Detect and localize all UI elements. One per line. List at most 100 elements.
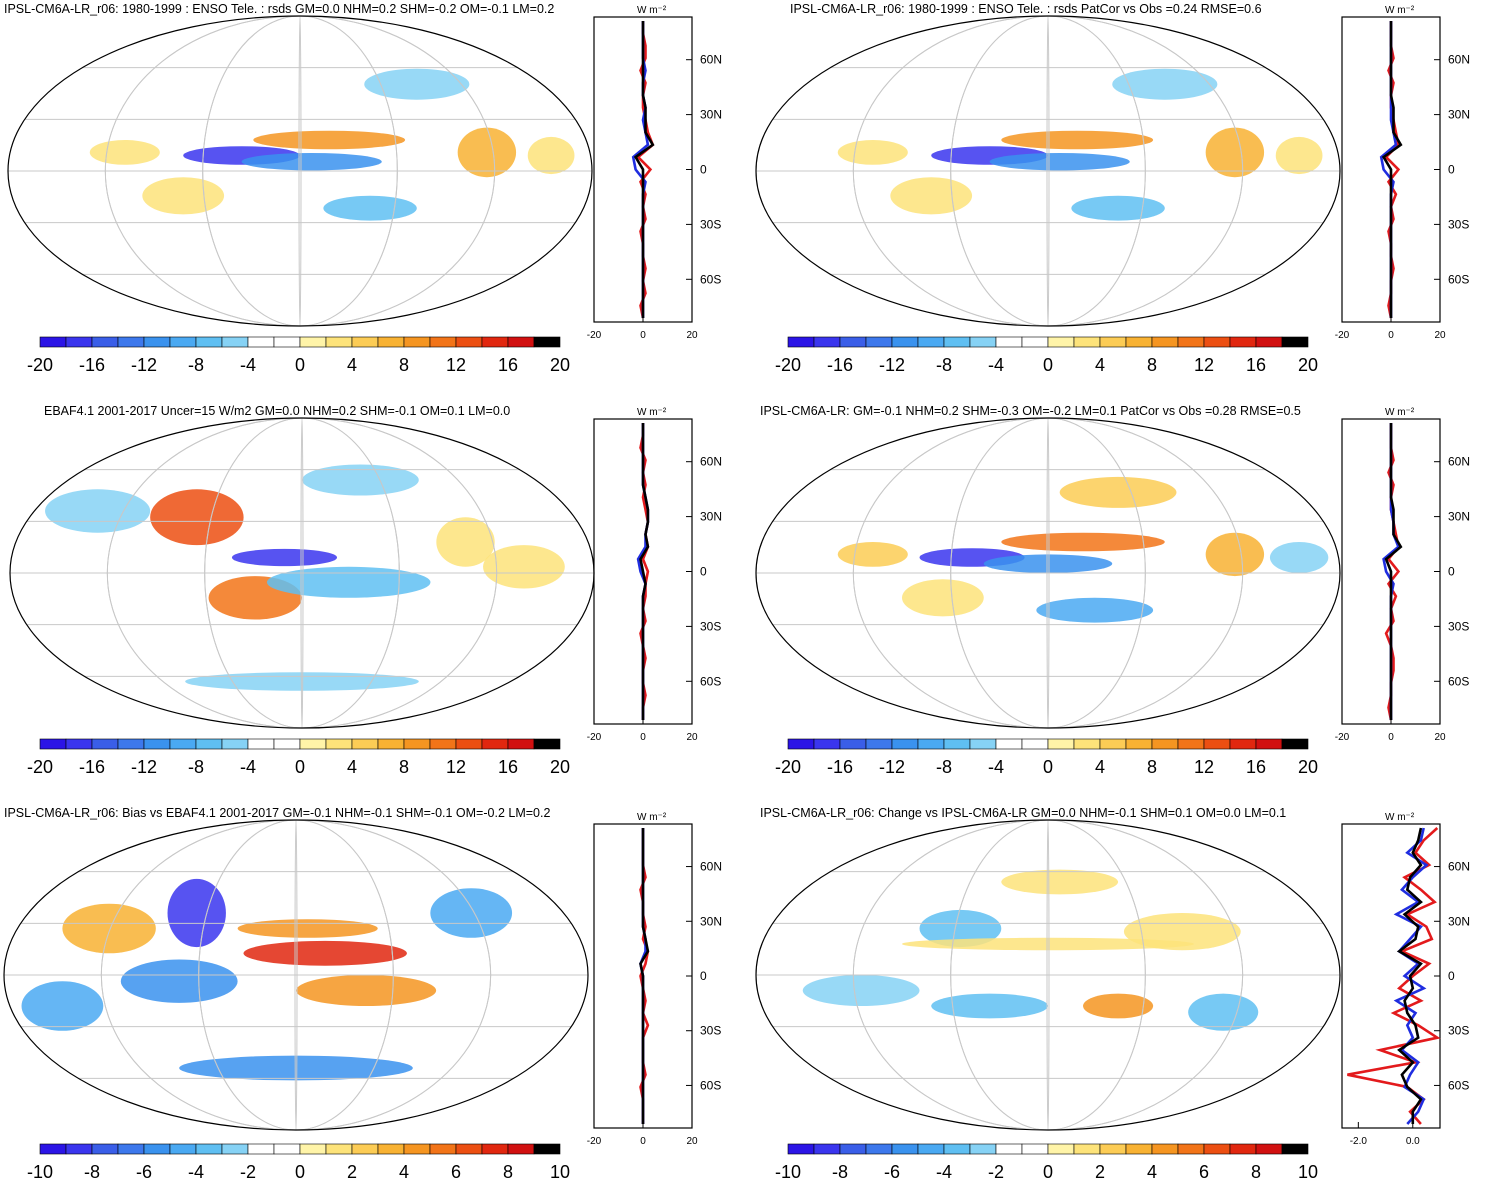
anomaly-region bbox=[483, 545, 565, 589]
lat-tick-label: 30N bbox=[1448, 914, 1470, 928]
anomaly-region bbox=[1001, 532, 1165, 552]
map-outline bbox=[755, 15, 1341, 327]
anomaly-region bbox=[1083, 993, 1154, 1019]
colorbar-box bbox=[1203, 1143, 1231, 1155]
colorbar-label: -8 bbox=[936, 355, 952, 375]
colorbar-box bbox=[1151, 738, 1179, 750]
colorbar-box bbox=[39, 1143, 67, 1155]
lat-tick-label: 60S bbox=[700, 674, 721, 688]
colorbar-label: 20 bbox=[550, 355, 570, 375]
lat-tick-label: 60S bbox=[1448, 674, 1469, 688]
colorbar-label: -4 bbox=[988, 355, 1004, 375]
meridian-line bbox=[198, 820, 394, 1130]
anomaly-region bbox=[890, 177, 973, 215]
colorbar-label: 6 bbox=[1199, 1162, 1209, 1182]
colorbar-label: -16 bbox=[827, 355, 853, 375]
lat-tick-label: 60S bbox=[1448, 1078, 1469, 1092]
map-field bbox=[4, 820, 588, 1130]
anomaly-region bbox=[837, 542, 908, 567]
anomaly-region bbox=[527, 136, 575, 175]
meridian-line bbox=[298, 16, 302, 326]
colorbar-label: 2 bbox=[347, 1162, 357, 1182]
zonal-series-ref bbox=[1396, 827, 1423, 1124]
colorbar-box bbox=[943, 738, 971, 750]
zonal-x-tick-label: -20 bbox=[1335, 732, 1350, 743]
colorbar-box bbox=[969, 738, 997, 750]
anomaly-region bbox=[989, 153, 1130, 171]
anomaly-region bbox=[253, 130, 406, 150]
colorbar-box bbox=[1073, 738, 1101, 750]
colorbar-label: -2 bbox=[240, 1162, 256, 1182]
zonal-series-obs bbox=[1384, 423, 1401, 721]
anomaly-region bbox=[1123, 913, 1241, 951]
panel-title: IPSL-CM6A-LR_r06: 1980-1999 : ENSO Tele.… bbox=[790, 2, 1262, 16]
colorbar-box bbox=[1255, 1143, 1283, 1155]
zonal-x-tick-label: -20 bbox=[587, 1136, 602, 1147]
colorbar-box bbox=[351, 1143, 379, 1155]
colorbar-box bbox=[1203, 336, 1231, 348]
colorbar-box bbox=[865, 336, 893, 348]
colorbar-box bbox=[455, 738, 483, 750]
colorbar-box bbox=[65, 738, 93, 750]
colorbar-label: 8 bbox=[1147, 355, 1157, 375]
colorbar-box bbox=[221, 1143, 249, 1155]
colorbar-box bbox=[429, 738, 457, 750]
lat-tick-label: 0 bbox=[1448, 969, 1455, 983]
anomaly-region bbox=[243, 940, 407, 966]
colorbar-box bbox=[273, 1143, 301, 1155]
colorbar-label: 2 bbox=[1095, 1162, 1105, 1182]
colorbar-label: -12 bbox=[879, 757, 905, 777]
colorbar-label: 4 bbox=[399, 1162, 409, 1182]
colorbar-box bbox=[1099, 1143, 1127, 1155]
colorbar-label: -4 bbox=[988, 757, 1004, 777]
zonal-series-model bbox=[1393, 827, 1429, 1125]
lat-tick-label: 30S bbox=[1448, 619, 1469, 633]
colorbar-box bbox=[1281, 738, 1309, 750]
map-field bbox=[756, 418, 1340, 728]
anomaly-region bbox=[837, 140, 908, 165]
panel-svg: W m⁻² 60N 30N 0 30S 60S -20 0 20 -20 -16 -12 -8 -4 0 4 8… bbox=[7, 5, 722, 375]
zonal-x-tick-label: 0 bbox=[640, 732, 646, 743]
colorbar-label: -6 bbox=[136, 1162, 152, 1182]
colorbar-label: -4 bbox=[188, 1162, 204, 1182]
zonal-series-obs bbox=[1384, 21, 1401, 319]
colorbar-box bbox=[195, 1143, 223, 1155]
colorbar-label: 0 bbox=[295, 355, 305, 375]
zonal-series-obs bbox=[1347, 827, 1441, 1125]
colorbar-box bbox=[917, 738, 945, 750]
anomaly-region bbox=[179, 1055, 413, 1081]
lat-tick-label: 30S bbox=[700, 1024, 721, 1038]
meridian-line bbox=[294, 820, 298, 1130]
colorbar-box bbox=[1021, 336, 1049, 348]
meridian-line bbox=[1046, 418, 1050, 728]
lat-tick-label: 60S bbox=[700, 1078, 721, 1092]
colorbar-box bbox=[117, 336, 145, 348]
anomaly-region bbox=[983, 554, 1113, 573]
anomaly-region bbox=[931, 993, 1048, 1019]
colorbar-box bbox=[1047, 1143, 1075, 1155]
colorbar-box bbox=[1125, 1143, 1153, 1155]
colorbar-box bbox=[169, 1143, 197, 1155]
colorbar-label: 8 bbox=[503, 1162, 513, 1182]
colorbar-label: 10 bbox=[550, 1162, 570, 1182]
colorbar-box bbox=[403, 738, 431, 750]
colorbar-box bbox=[429, 1143, 457, 1155]
colorbar-box bbox=[533, 336, 561, 348]
zonal-x-tick-label: 0 bbox=[640, 330, 646, 341]
zonal-unit-label: W m⁻² bbox=[1385, 5, 1415, 16]
colorbar-label: 0 bbox=[1043, 355, 1053, 375]
colorbar-label: -10 bbox=[775, 1162, 801, 1182]
lat-tick-label: 60N bbox=[1448, 53, 1470, 67]
lat-tick-label: 30N bbox=[1448, 108, 1470, 122]
anomaly-region bbox=[296, 975, 437, 1006]
colorbar-label: -8 bbox=[832, 1162, 848, 1182]
colorbar-box bbox=[65, 1143, 93, 1155]
colorbar-label: -12 bbox=[131, 757, 157, 777]
colorbar-box bbox=[995, 1143, 1023, 1155]
colorbar-box bbox=[1021, 1143, 1049, 1155]
meridian-line bbox=[950, 820, 1146, 1130]
anomaly-region bbox=[802, 975, 920, 1006]
anomaly-region bbox=[902, 579, 984, 617]
anomaly-region bbox=[1036, 597, 1154, 623]
colorbar-box bbox=[1177, 738, 1205, 750]
